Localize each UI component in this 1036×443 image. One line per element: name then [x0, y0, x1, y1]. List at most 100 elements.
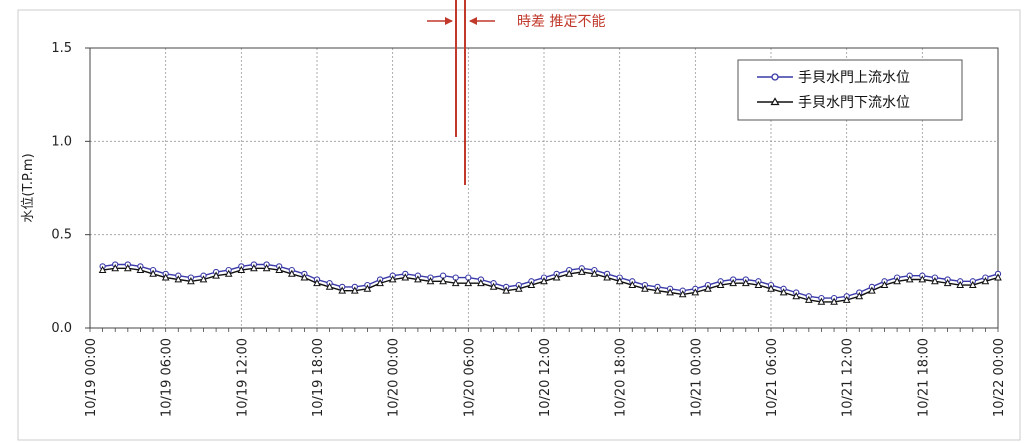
x-tick-label: 10/19 18:00 [311, 338, 326, 417]
x-tick-label: 10/21 12:00 [841, 338, 856, 417]
x-tick-label: 10/20 18:00 [614, 338, 629, 417]
series-1-point [464, 278, 473, 287]
series-layer [98, 261, 1002, 305]
legend-marker-downstream [770, 97, 780, 106]
series-1-point [477, 278, 485, 287]
series-1-point [313, 278, 321, 287]
series-1-point [212, 271, 220, 279]
series-1-point [401, 273, 410, 281]
x-tick-label: 10/20 00:00 [387, 338, 402, 417]
x-tick-label: 10/21 18:00 [916, 338, 931, 417]
series-1-point [237, 265, 246, 273]
series-1-point [161, 273, 170, 281]
series-1-point [804, 295, 813, 303]
series-1-point [931, 277, 939, 285]
series-1-point [741, 278, 750, 287]
annotation-arrow-left-head [445, 17, 453, 25]
series-1-point [893, 277, 901, 285]
series-1-point [880, 280, 889, 288]
x-tick-label: 10/21 00:00 [689, 338, 704, 417]
y-tick-label: 0.5 [51, 228, 72, 243]
series-1-point [287, 269, 296, 277]
series-1-point [363, 284, 372, 292]
series-1-point [300, 273, 309, 281]
series-1-point [514, 284, 523, 292]
series-1-point [502, 286, 511, 294]
series-1-point [641, 284, 649, 292]
series-1-point [653, 286, 662, 294]
series-1-point [262, 264, 271, 272]
series-1-point [842, 295, 851, 303]
series-1-point [149, 269, 157, 277]
x-tick-label: 10/19 06:00 [160, 338, 175, 417]
series-1-point [174, 275, 183, 283]
series-1-point [968, 280, 977, 288]
series-1-point [956, 280, 965, 288]
series-1-point [136, 265, 145, 273]
series-1-point [817, 297, 826, 305]
series-1-point [754, 280, 763, 288]
series-1-point [338, 286, 347, 294]
series-1-point [527, 280, 536, 288]
series-1-point [552, 273, 561, 281]
axis-layer: 0.0 0.5 1.0 1.5 10/19 00:00 10/19 06:00 10/19 … [51, 41, 1007, 417]
series-1-point [98, 265, 107, 273]
series-1-point [868, 286, 876, 294]
series-1-point [187, 277, 195, 285]
annotation-arrow-right-head [469, 17, 477, 25]
series-1-point [577, 267, 586, 275]
series-1-point [275, 265, 284, 273]
x-tick-label: 10/21 06:00 [765, 338, 780, 417]
series-1-point [830, 297, 838, 305]
series-1-point [439, 277, 447, 285]
series-1-point [489, 282, 498, 290]
series-1-point [779, 288, 788, 296]
series-1-point [224, 269, 233, 277]
series-1-point [451, 278, 460, 287]
series-1-point [716, 280, 725, 288]
series-1-point [729, 278, 738, 287]
series-1-point [615, 277, 624, 285]
series-1-point [123, 264, 132, 272]
x-tick-label: 10/19 00:00 [84, 338, 99, 417]
series-1-point [691, 288, 700, 296]
series-1-point [981, 277, 990, 285]
series-1-point [855, 292, 864, 300]
x-tick-label: 10/20 12:00 [538, 338, 553, 417]
series-1-point [111, 264, 120, 272]
y-tick-label: 1.5 [51, 41, 72, 56]
annotation-text: 時差 推定不能 [517, 14, 605, 30]
legend-box [737, 59, 963, 121]
series-1-point [905, 275, 914, 283]
legend-label-downstream: 手貝水門下流水位 [798, 95, 910, 111]
y-tick-label: 1.0 [51, 134, 72, 149]
y-axis-title: 水位(T.P.m) [21, 153, 36, 222]
series-1-point [767, 284, 775, 292]
series-1-point [603, 273, 611, 281]
series-1-point [540, 277, 548, 285]
series-1-point [704, 284, 712, 292]
series-1-point [426, 277, 435, 285]
series-1-point [918, 275, 927, 283]
legend-marker-upstream [771, 73, 779, 81]
series-1-point [565, 269, 574, 277]
series-1-point [678, 290, 687, 298]
series-1-point [590, 269, 599, 277]
chart-frame [17, 9, 1021, 441]
series-1-point [943, 278, 952, 287]
legend-label-upstream: 手貝水門上流水位 [798, 70, 910, 86]
x-tick-label: 10/22 00:00 [992, 338, 1007, 417]
series-1-point [325, 282, 334, 290]
series-1-point [792, 292, 801, 300]
series-1-point [250, 264, 258, 272]
series-1-point [994, 273, 1002, 281]
series-1-point [628, 280, 637, 288]
annotation-time-lag: 時差 推定不能 [427, 0, 605, 185]
legend: 手貝水門上流水位 手貝水門下流水位 [737, 59, 963, 121]
series-1-point [350, 286, 359, 294]
series-1-point [388, 275, 397, 283]
series-1-point [199, 275, 208, 283]
series-1-point [376, 278, 384, 287]
